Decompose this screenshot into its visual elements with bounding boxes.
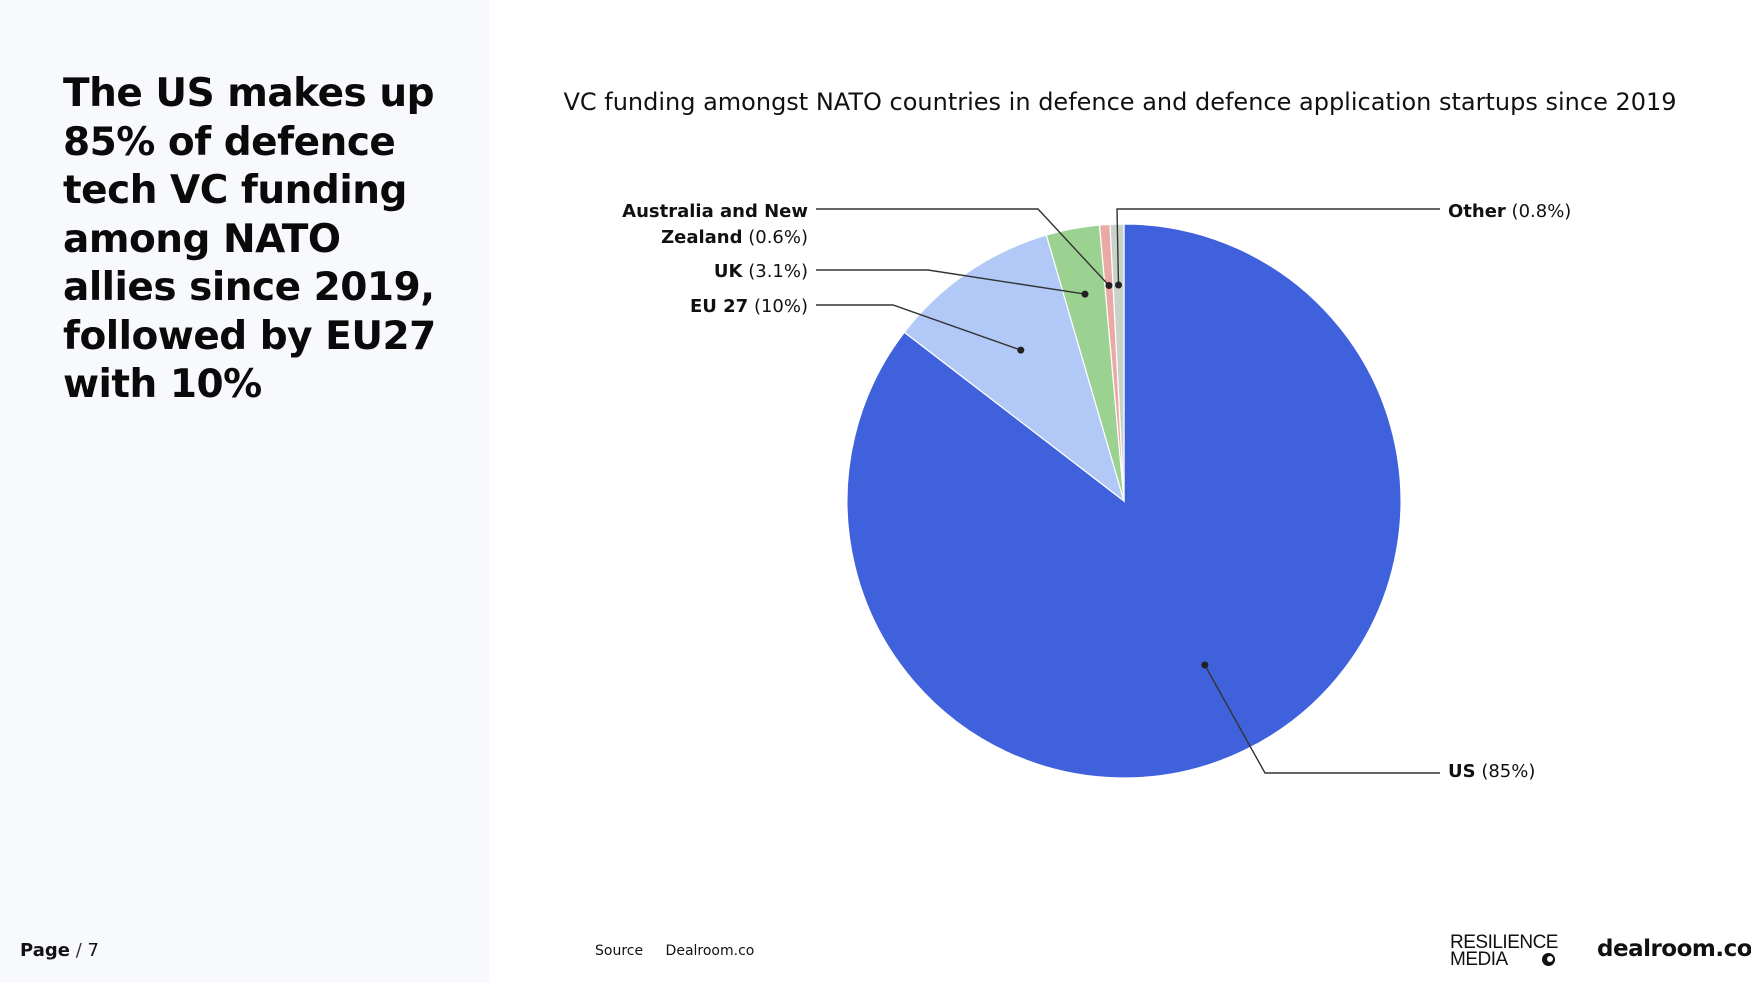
page-indicator: Page / 7: [20, 940, 99, 961]
slice-label-us-name: US: [1448, 761, 1476, 782]
svg-text:Zealand (0.6%): Zealand (0.6%): [661, 227, 808, 248]
slice-label-anz-name-2: Zealand: [661, 227, 742, 248]
slice-label-anz-name-1: Australia and New: [622, 201, 808, 222]
source-note: Source Dealroom.co: [595, 943, 754, 959]
slice-label-other-name: Other: [1448, 201, 1506, 222]
leader-dot-anz: [1105, 282, 1113, 289]
source-value: Dealroom.co: [665, 943, 755, 959]
page-number: 7: [87, 940, 99, 961]
svg-text:Australia and New: Australia and New: [622, 201, 808, 222]
page-separator: /: [75, 940, 82, 961]
dealroom-logo: dealroom.co: [1597, 936, 1751, 962]
svg-text:US (85%): US (85%): [1448, 761, 1535, 782]
slice-label-uk-name: UK: [714, 261, 744, 282]
svg-text:Other (0.8%): Other (0.8%): [1448, 201, 1571, 222]
slice-label-us-value: (85%): [1481, 761, 1535, 782]
slice-label-anz: Australia and New Zealand (0.6%): [622, 201, 808, 248]
page-label: Page: [20, 940, 70, 961]
headline: The US makes up 85% of defence tech VC f…: [63, 71, 436, 407]
svg-text:EU 27 (10%): EU 27 (10%): [690, 296, 808, 317]
slice-label-eu27-value: (10%): [754, 296, 808, 317]
left-panel: The US makes up 85% of defence tech VC f…: [0, 0, 489, 983]
leader-line-anz: [816, 208, 1110, 286]
leader-dot-us: [1201, 661, 1209, 669]
slice-label-other-value: (0.8%): [1512, 201, 1572, 222]
leader-line-eu27: [816, 304, 1022, 351]
leader-lines: [816, 208, 1440, 774]
slice-label-eu27-name: EU 27: [690, 296, 748, 317]
resilience-logo-line1: RESILIENCE: [1450, 932, 1558, 953]
resilience-logo-line2: MEDIA: [1450, 949, 1508, 970]
leader-line-us: [1204, 664, 1440, 774]
slice-label-uk-value: (3.1%): [748, 261, 808, 282]
slice-label-us: US (85%): [1448, 761, 1535, 782]
pie-slices: [846, 223, 1402, 779]
resilience-mark-icon: [1542, 953, 1555, 966]
leader-dot-uk: [1081, 290, 1089, 298]
slice-label-anz-value: (0.6%): [748, 227, 808, 248]
leader-dot-other: [1115, 281, 1122, 289]
slice-label-uk: UK (3.1%): [714, 261, 808, 282]
leader-dot-eu27: [1017, 346, 1025, 354]
source-label: Source: [595, 943, 644, 959]
leader-line-uk: [816, 269, 1086, 295]
slice-label-other: Other (0.8%): [1448, 201, 1571, 222]
slice-label-eu27: EU 27 (10%): [690, 296, 808, 317]
svg-text:UK (3.1%): UK (3.1%): [714, 261, 808, 282]
leader-line-other: [1116, 208, 1440, 286]
resilience-media-logo: RESILIENCE MEDIA: [1450, 932, 1570, 970]
pie-slice-eu27: [903, 234, 1126, 503]
chart-title: VC funding amongst NATO countries in def…: [563, 88, 1677, 116]
